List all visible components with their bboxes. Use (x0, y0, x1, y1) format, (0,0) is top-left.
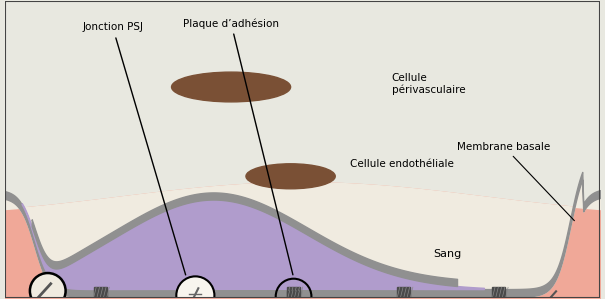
Text: Membrane basale: Membrane basale (457, 141, 574, 221)
Text: Jonction PSJ: Jonction PSJ (82, 22, 186, 275)
Text: Complexe de jonctions
endothéliales: Complexe de jonctions endothéliales (0, 298, 1, 299)
Circle shape (176, 276, 214, 299)
Bar (287, 287, 300, 298)
Text: Plaque d’adhésion: Plaque d’adhésion (183, 18, 293, 275)
Text: Cellule endothéliale: Cellule endothéliale (350, 159, 454, 169)
Bar (397, 287, 410, 298)
Bar (189, 287, 202, 298)
Bar (492, 287, 505, 298)
Text: Sang: Sang (433, 249, 462, 259)
Ellipse shape (172, 72, 290, 102)
Bar (94, 287, 106, 298)
Ellipse shape (246, 164, 335, 189)
Circle shape (30, 273, 65, 299)
Bar (287, 291, 300, 299)
Text: Cellule
périvasculaire: Cellule périvasculaire (392, 73, 465, 95)
